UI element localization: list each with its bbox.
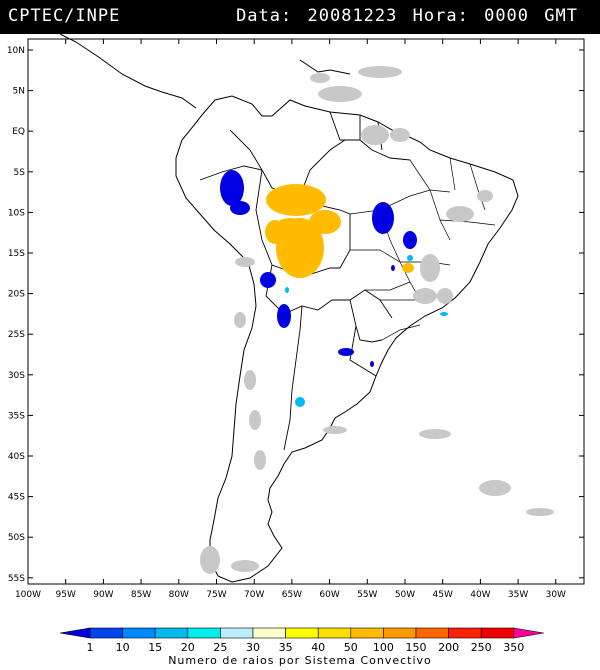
datetime-label: Data: 20081223 Hora: 0000 GMT <box>236 6 578 26</box>
lightning-systems-orange <box>265 184 414 278</box>
lightning-map: 10N5NEQ5S10S15S20S25S30S35S40S45S50S55S … <box>7 34 585 600</box>
lon-tick-label: 35W <box>508 590 528 600</box>
colorbar-label: 50 <box>344 641 358 654</box>
colorbar-swatch <box>220 627 254 639</box>
lon-tick-label: 80W <box>169 590 189 600</box>
caribbean-coast <box>299 59 351 75</box>
lon-tick-label: 50W <box>395 590 415 600</box>
colorbar-label: 30 <box>246 641 260 654</box>
colorbar-swatch <box>448 627 482 639</box>
colorbar-label: 200 <box>438 641 459 654</box>
lightning-systems-blue <box>220 170 417 367</box>
colorbar-label: 35 <box>279 641 293 654</box>
lat-tick-label: 35S <box>8 411 25 421</box>
lat-tick-label: 5N <box>13 87 25 97</box>
lat-tick-label: 40S <box>8 452 25 462</box>
lat-tick-label: EQ <box>12 127 25 137</box>
lat-tick-label: 10S <box>8 208 25 218</box>
lat-tick-label: 15S <box>8 249 25 259</box>
lon-tick-label: 60W <box>319 590 339 600</box>
colorbar-label: 1 <box>87 641 94 654</box>
timezone-label: GMT <box>544 6 578 26</box>
colorbar-swatch <box>154 627 189 639</box>
colorbar-label: 250 <box>471 641 492 654</box>
colorbar-swatch <box>122 627 156 639</box>
lon-tick-label: 90W <box>93 590 113 600</box>
colorbar-label: 15 <box>148 641 162 654</box>
lat-tick-label: 55S <box>8 574 25 584</box>
date-value: 20081223 <box>307 6 398 26</box>
colorbar-swatch <box>187 627 221 639</box>
map-frame <box>27 38 585 585</box>
colorbar-label: 20 <box>181 641 195 654</box>
title-bar: CPTEC/INPE Data: 20081223 Hora: 0000 GMT <box>0 0 600 34</box>
lon-tick-label: 45W <box>433 590 453 600</box>
colorbar-swatch <box>285 627 319 639</box>
colorbar-swatches <box>59 627 544 639</box>
colorbar-swatch <box>252 627 286 639</box>
lat-tick-label: 50S <box>8 533 25 543</box>
colorbar-swatch <box>383 627 417 639</box>
lat-tick-label: 20S <box>8 290 25 300</box>
colorbar-high-cap <box>513 627 544 639</box>
colorbar-label: 40 <box>311 641 325 654</box>
lat-tick-label: 25S <box>8 330 25 340</box>
lat-tick-label: 30S <box>8 371 25 381</box>
colorbar-low-cap <box>59 627 91 639</box>
lon-tick-label: 95W <box>56 590 76 600</box>
state-borders <box>349 157 496 341</box>
lon-tick-label: 70W <box>244 590 264 600</box>
lat-tick-label: 5S <box>14 168 26 178</box>
colorbar-label: 350 <box>503 641 524 654</box>
date-label: Data: <box>236 6 293 26</box>
lon-tick-label: 100W <box>15 590 41 600</box>
colorbar-label: 10 <box>116 641 130 654</box>
colorbar-swatch <box>480 627 515 639</box>
colorbar-swatch <box>350 627 384 639</box>
colorbar: 1 10 15 20 25 30 35 40 50 100 150 200 250 350 <box>59 627 544 654</box>
central-america-coastline <box>59 34 197 109</box>
lon-tick-label: 75W <box>206 590 226 600</box>
longitude-axis: 100W 95W 90W 85W 80W 75W 70W 65W 60W 55W 50W 45W 40W… <box>15 39 566 600</box>
lightning-systems-light-blue <box>285 255 448 407</box>
time-label: Hora: <box>412 6 469 26</box>
lon-tick-label: 30W <box>546 590 566 600</box>
colorbar-swatch <box>317 627 352 639</box>
colorbar-swatch <box>415 627 449 639</box>
lon-tick-label: 55W <box>357 590 377 600</box>
colorbar-label: 25 <box>213 641 227 654</box>
lat-tick-label: 10N <box>7 46 25 56</box>
colorbar-label: 150 <box>406 641 427 654</box>
latitude-axis: 10N 5N EQ 5S 10S 15S 20S 25S 30S 35S 40S 45S 50S 55S <box>7 46 584 584</box>
colorbar-label: 100 <box>373 641 394 654</box>
lon-tick-label: 85W <box>131 590 151 600</box>
lon-tick-label: 65W <box>282 590 302 600</box>
lat-tick-label: 45S <box>8 493 25 503</box>
org-label: CPTEC/INPE <box>8 6 121 26</box>
lon-tick-label: 40W <box>470 590 490 600</box>
colorbar-caption: Numero de raios por Sistema Convectivo <box>168 654 432 667</box>
colorbar-swatch <box>89 627 123 639</box>
south-america-coastline <box>175 95 519 583</box>
time-value: 0000 <box>484 6 530 26</box>
colorbar-labels: 1 10 15 20 25 30 35 40 50 100 150 200 250 350 <box>87 641 525 654</box>
